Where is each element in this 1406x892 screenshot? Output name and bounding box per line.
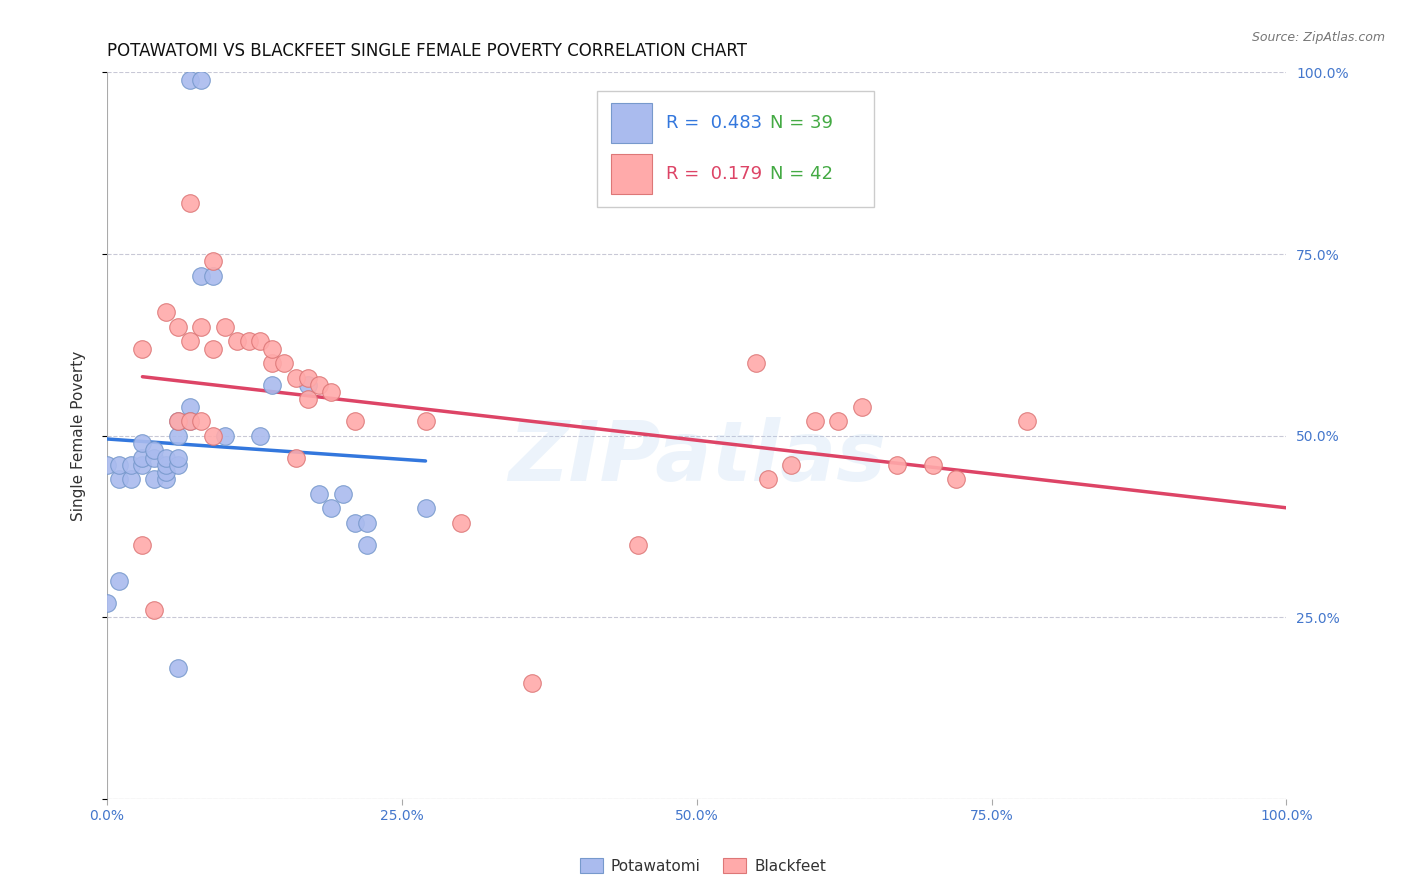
Point: [202, 268, 225, 283]
Point: [780, 458, 803, 472]
Point: [321, 385, 343, 400]
Point: [143, 443, 166, 458]
Point: [108, 472, 131, 486]
Point: [131, 458, 153, 472]
Point: [851, 400, 873, 414]
Text: ZIPatlas: ZIPatlas: [508, 417, 886, 498]
Point: [190, 72, 212, 87]
Point: [827, 414, 849, 428]
Text: POTAWATOMI VS BLACKFEET SINGLE FEMALE POVERTY CORRELATION CHART: POTAWATOMI VS BLACKFEET SINGLE FEMALE PO…: [107, 42, 747, 60]
FancyBboxPatch shape: [610, 103, 652, 144]
Point: [1015, 414, 1038, 428]
Point: [921, 458, 943, 472]
Point: [108, 458, 131, 472]
Point: [202, 254, 225, 268]
Point: [249, 334, 271, 349]
Point: [143, 603, 166, 617]
Point: [284, 370, 307, 384]
Point: [343, 414, 366, 428]
Point: [131, 450, 153, 465]
Point: [356, 538, 378, 552]
Point: [262, 356, 284, 370]
Point: [131, 436, 153, 450]
Point: [190, 319, 212, 334]
Point: [96, 458, 118, 472]
Point: [356, 516, 378, 530]
Point: [627, 538, 650, 552]
Y-axis label: Single Female Poverty: Single Female Poverty: [72, 351, 86, 521]
Point: [343, 516, 366, 530]
Point: [120, 472, 142, 486]
Point: [886, 458, 908, 472]
FancyBboxPatch shape: [610, 154, 652, 194]
Text: R =  0.483: R = 0.483: [666, 114, 762, 132]
Point: [166, 458, 188, 472]
Point: [179, 334, 201, 349]
Point: [262, 342, 284, 356]
Point: [284, 450, 307, 465]
Point: [190, 268, 212, 283]
Point: [179, 414, 201, 428]
Point: [120, 458, 142, 472]
Point: [415, 414, 437, 428]
Point: [520, 675, 543, 690]
Point: [179, 414, 201, 428]
Point: [131, 342, 153, 356]
Point: [166, 450, 188, 465]
Text: N = 42: N = 42: [770, 165, 832, 183]
Text: R =  0.179: R = 0.179: [666, 165, 762, 183]
Point: [155, 458, 177, 472]
Point: [179, 400, 201, 414]
Point: [179, 72, 201, 87]
Point: [131, 538, 153, 552]
Point: [321, 501, 343, 516]
Point: [143, 472, 166, 486]
Point: [155, 450, 177, 465]
Point: [155, 472, 177, 486]
Point: [273, 356, 295, 370]
Point: [332, 487, 354, 501]
Point: [155, 465, 177, 479]
FancyBboxPatch shape: [596, 91, 873, 207]
Point: [297, 370, 319, 384]
Point: [450, 516, 472, 530]
Point: [155, 305, 177, 319]
Point: [308, 377, 330, 392]
Point: [166, 414, 188, 428]
Point: [945, 472, 967, 486]
Point: [108, 574, 131, 588]
Point: [179, 196, 201, 211]
Point: [166, 319, 188, 334]
Point: [415, 501, 437, 516]
Point: [96, 596, 118, 610]
Text: N = 39: N = 39: [770, 114, 832, 132]
Point: [308, 487, 330, 501]
Point: [297, 377, 319, 392]
Point: [166, 661, 188, 675]
Point: [297, 392, 319, 407]
Point: [190, 414, 212, 428]
Point: [166, 429, 188, 443]
Point: [225, 334, 247, 349]
Point: [214, 319, 236, 334]
Point: [803, 414, 825, 428]
Point: [143, 450, 166, 465]
Point: [214, 429, 236, 443]
Legend: Potawatomi, Blackfeet: Potawatomi, Blackfeet: [574, 852, 832, 880]
Point: [262, 377, 284, 392]
Point: [238, 334, 260, 349]
Text: Source: ZipAtlas.com: Source: ZipAtlas.com: [1251, 31, 1385, 45]
Point: [756, 472, 779, 486]
Point: [745, 356, 768, 370]
Point: [166, 414, 188, 428]
Point: [202, 429, 225, 443]
Point: [249, 429, 271, 443]
Point: [202, 342, 225, 356]
